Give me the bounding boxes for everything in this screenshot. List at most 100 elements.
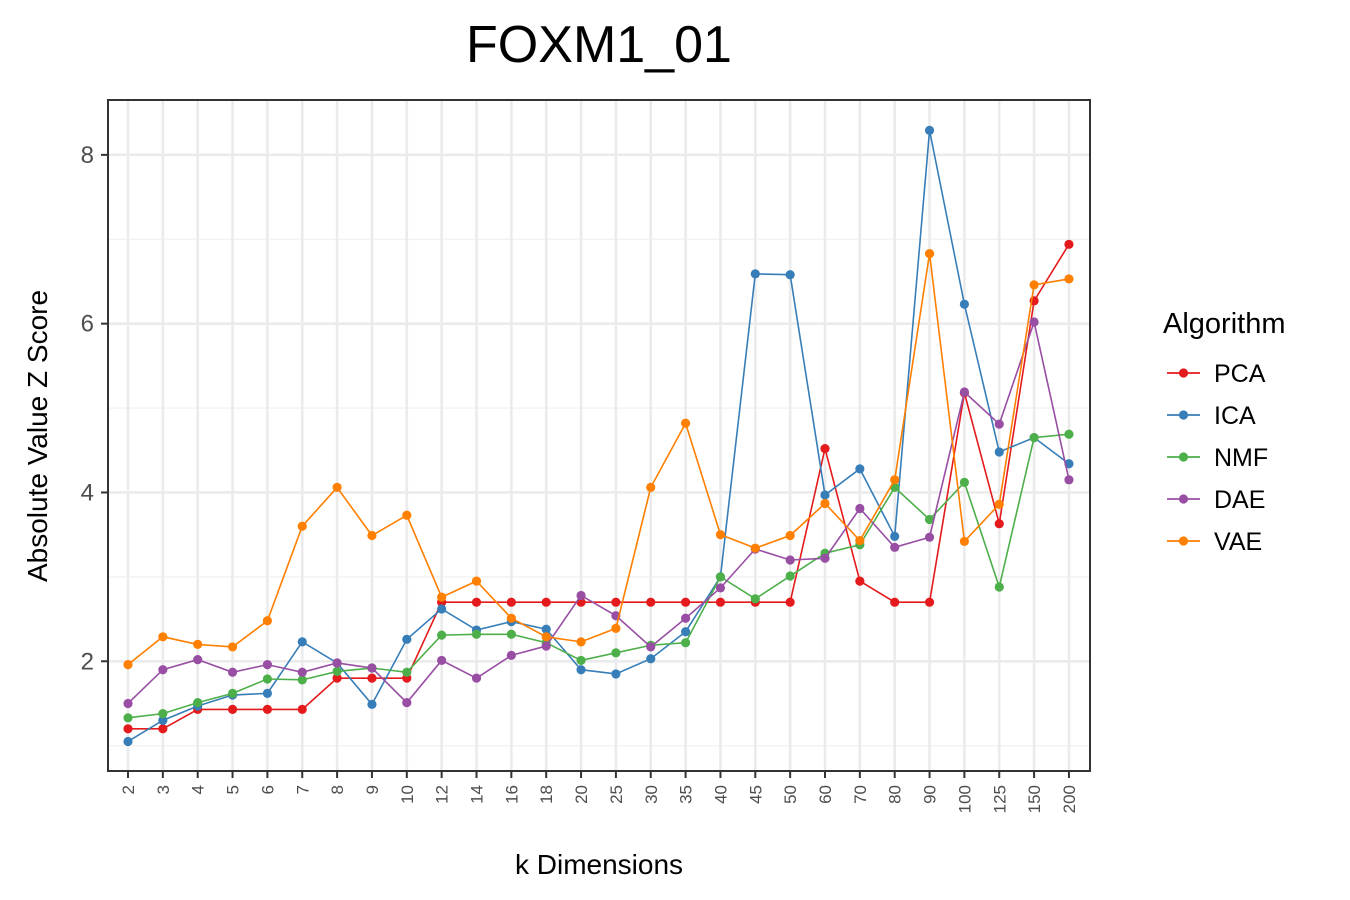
data-point	[332, 658, 342, 668]
data-point	[959, 536, 970, 547]
series-vae	[123, 249, 1074, 670]
data-point	[297, 667, 307, 677]
data-point	[471, 629, 482, 639]
data-point	[576, 637, 586, 647]
data-point	[715, 572, 726, 582]
x-tick-label: 25	[607, 785, 626, 804]
x-tick-label: 90	[921, 785, 940, 804]
legend-label: PCA	[1214, 360, 1266, 388]
x-tick-label: 30	[642, 785, 661, 804]
data-point	[262, 660, 272, 670]
legend-label: VAE	[1214, 528, 1262, 556]
data-point	[227, 667, 238, 677]
data-point	[750, 269, 760, 279]
data-point	[924, 249, 935, 259]
data-point	[681, 613, 691, 623]
data-point	[158, 709, 168, 719]
data-point	[646, 482, 656, 493]
data-point	[611, 648, 621, 658]
legend-item-dae: DAE	[1167, 486, 1265, 514]
x-tick-label: 8	[328, 785, 347, 794]
data-point	[681, 627, 691, 637]
series-line	[127, 130, 1070, 743]
x-tick-label: 10	[398, 785, 417, 804]
y-tick-label: 8	[81, 142, 94, 169]
data-point	[715, 597, 726, 607]
data-point	[924, 125, 935, 135]
data-point	[158, 632, 168, 642]
data-point	[506, 650, 516, 660]
x-tick-label: 45	[746, 785, 765, 804]
series-dae	[123, 317, 1074, 709]
data-point	[402, 698, 412, 708]
x-tick-label: 40	[711, 785, 730, 804]
legend-title: Algorithm	[1163, 308, 1286, 340]
data-point	[297, 675, 307, 685]
x-tick-label: 5	[224, 785, 243, 794]
legend-label: NMF	[1214, 444, 1268, 472]
data-point	[855, 503, 865, 514]
data-point	[820, 443, 830, 454]
data-point	[158, 715, 168, 725]
data-point	[576, 590, 586, 601]
data-point	[227, 688, 238, 698]
data-point	[924, 514, 935, 525]
data-point	[437, 630, 447, 640]
data-point	[1029, 433, 1039, 443]
data-point	[297, 704, 307, 714]
x-axis-title: k Dimensions	[515, 849, 683, 880]
data-point	[402, 634, 412, 644]
x-tick-label: 12	[433, 785, 452, 804]
legend-label: DAE	[1214, 486, 1265, 514]
legend-key-point	[1178, 452, 1189, 462]
data-point	[959, 477, 970, 487]
data-point	[611, 623, 621, 633]
data-point	[576, 665, 586, 675]
data-point	[262, 674, 272, 684]
data-point	[820, 553, 830, 563]
data-point	[506, 613, 516, 623]
data-point	[158, 665, 168, 675]
x-tick-label: 150	[1025, 785, 1044, 813]
data-point	[994, 519, 1004, 529]
data-point	[611, 597, 621, 607]
legend-key-point	[1178, 536, 1189, 546]
data-point	[541, 632, 551, 642]
data-point	[402, 667, 412, 677]
data-point	[471, 576, 482, 586]
data-point	[227, 704, 238, 714]
legend-label: ICA	[1214, 402, 1256, 430]
series-ica	[123, 125, 1074, 747]
data-point	[820, 490, 830, 500]
plot-panel-border	[107, 99, 1091, 772]
data-point	[959, 299, 970, 309]
data-point	[402, 510, 412, 520]
y-tick-label: 2	[81, 648, 94, 675]
x-tick-label: 2	[119, 785, 138, 794]
data-point	[1064, 429, 1074, 439]
x-tick-label: 100	[955, 785, 974, 813]
y-axis-title: Absolute Value Z Score	[22, 290, 53, 582]
data-point	[994, 447, 1004, 457]
x-tick-label: 20	[572, 785, 591, 804]
series-nmf	[123, 429, 1074, 723]
data-point	[715, 583, 726, 593]
data-point	[1064, 475, 1074, 485]
data-point	[297, 521, 307, 531]
data-point	[785, 571, 795, 581]
data-point	[123, 698, 133, 709]
data-point	[681, 418, 691, 428]
legend-key-point	[1178, 368, 1189, 378]
series-pca	[123, 239, 1074, 734]
legend-key-point	[1178, 494, 1189, 504]
data-point	[541, 597, 551, 607]
x-tick-label: 6	[258, 785, 277, 794]
data-point	[1029, 317, 1039, 327]
data-point	[471, 673, 482, 683]
data-point	[158, 724, 168, 734]
x-tick-label: 4	[189, 785, 208, 794]
series-line	[127, 319, 1070, 705]
x-tick-label: 16	[502, 785, 521, 804]
data-point	[193, 639, 203, 649]
